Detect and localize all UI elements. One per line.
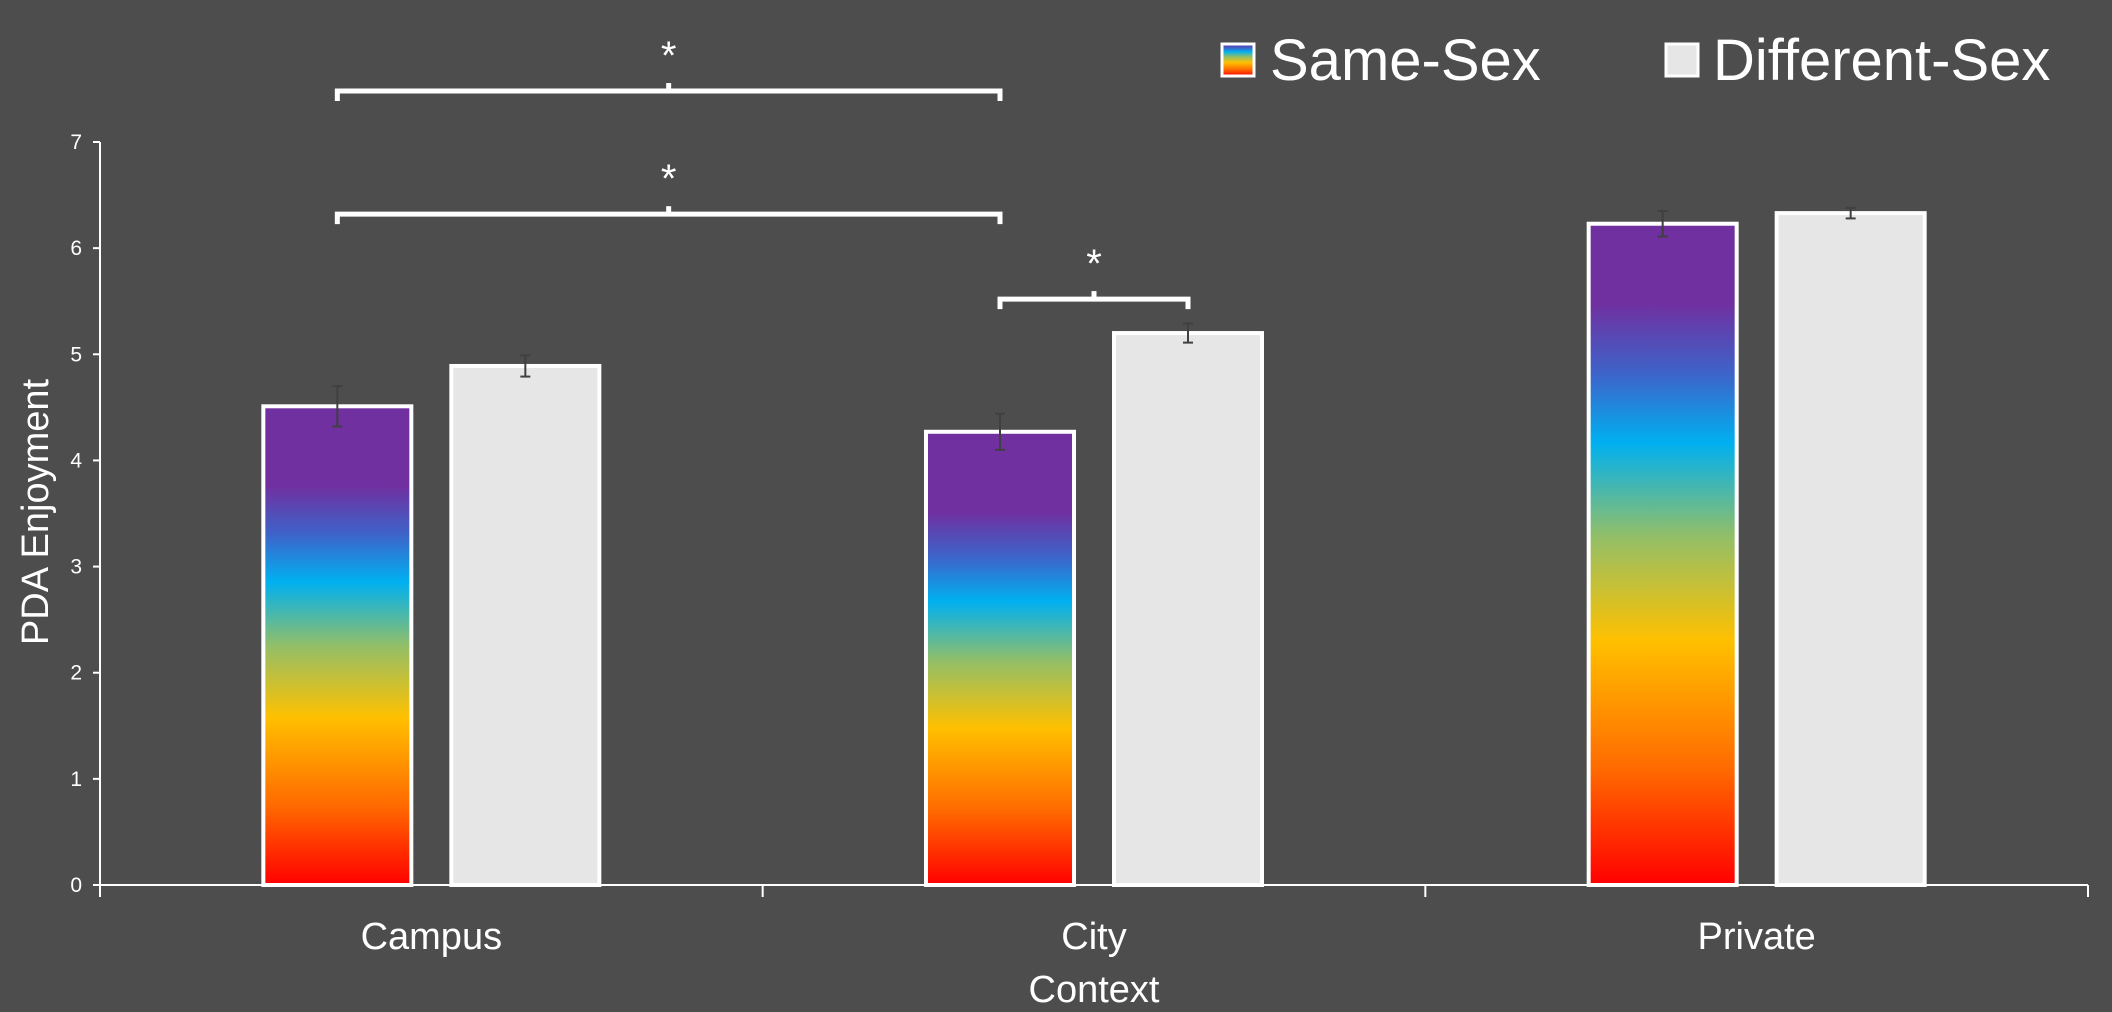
- bar-different-sex-city: [1112, 331, 1264, 887]
- significance-star: *: [661, 157, 677, 201]
- y-tick-label: 6: [70, 237, 82, 260]
- bar-same-sex-private: [1586, 221, 1739, 888]
- error-bar-different-sex-city: [1183, 322, 1193, 344]
- error-bar-different-sex-campus: [520, 354, 531, 378]
- x-tick-label-city: City: [1061, 916, 1126, 958]
- error-bar-same-sex-private: [1657, 209, 1668, 238]
- error-bar-different-sex-private: [1845, 206, 1856, 220]
- y-tick-label: 1: [70, 768, 82, 791]
- bar-same-sex-campus: [261, 404, 414, 887]
- significance-bracket-2: *: [997, 242, 1191, 310]
- x-axis-title: Context: [1029, 969, 1160, 1011]
- legend-swatch-same-sex: [1220, 42, 1256, 78]
- legend-label-same-sex: Same-Sex: [1270, 28, 1541, 93]
- legend: Same-Sex Different-Sex: [1220, 28, 2050, 93]
- significance-star: *: [1086, 242, 1102, 286]
- y-tick-label: 4: [70, 449, 82, 472]
- significance-star: *: [661, 34, 677, 78]
- significance-bracket-1: *: [334, 157, 1003, 225]
- y-tick-label: 5: [70, 343, 82, 366]
- x-tick-label-campus: Campus: [361, 916, 503, 958]
- bars: [261, 211, 1927, 888]
- significance-annotations: * * *: [334, 34, 1191, 310]
- x-tick-label-private: Private: [1698, 916, 1816, 958]
- legend-label-different-sex: Different-Sex: [1713, 28, 2050, 93]
- axes: 0 1 2 3 4 5 6 7 Campus City Private: [70, 131, 2089, 958]
- error-bars: [332, 206, 1856, 451]
- error-bar-same-sex-campus: [332, 385, 343, 428]
- legend-swatch-different-sex: [1664, 42, 1700, 78]
- error-bar-same-sex-city: [995, 412, 1005, 451]
- bar-different-sex-private: [1774, 211, 1927, 887]
- y-tick-label: 2: [70, 662, 82, 685]
- bracket-line: [334, 88, 1003, 102]
- bracket-line: [997, 296, 1191, 310]
- significance-bracket-3: *: [334, 34, 1003, 102]
- y-tick-label: 7: [70, 131, 82, 154]
- y-tick-label: 0: [70, 874, 82, 897]
- bar-same-sex-city: [924, 429, 1076, 887]
- y-axis-title: PDA Enjoyment: [15, 378, 57, 645]
- y-tick-label: 3: [70, 556, 82, 579]
- bar-different-sex-campus: [449, 363, 602, 887]
- bracket-line: [334, 211, 1003, 225]
